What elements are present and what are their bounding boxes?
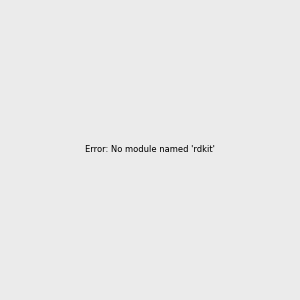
Text: Error: No module named 'rdkit': Error: No module named 'rdkit' <box>85 146 215 154</box>
